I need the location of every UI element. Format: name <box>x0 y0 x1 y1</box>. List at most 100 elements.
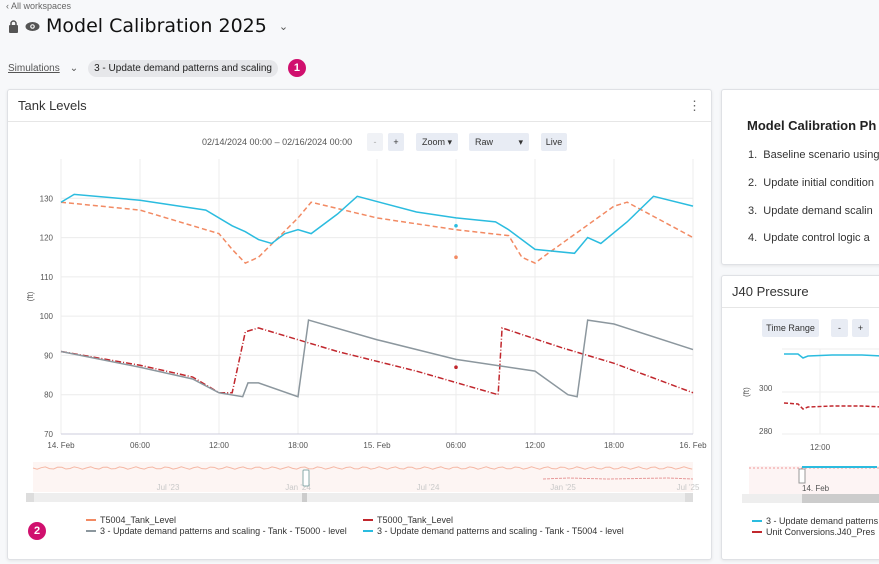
x-tick-label: 14. Feb <box>47 441 75 450</box>
notes-title: Model Calibration Ph <box>747 118 877 133</box>
series-line <box>783 402 879 410</box>
x-tick-label: 12:00 <box>810 443 831 452</box>
notes-panel: Model Calibration Ph 1. Baseline scenari… <box>721 89 879 265</box>
legend-swatch <box>752 531 762 533</box>
notes-item: 1. Baseline scenario using <box>748 149 879 161</box>
zoom-in-button[interactable]: + <box>388 133 404 151</box>
navigator-handle[interactable] <box>798 468 806 484</box>
y-tick-label: 70 <box>44 430 53 439</box>
time-range-button[interactable]: Time Range <box>762 319 819 337</box>
eye-icon[interactable] <box>25 21 40 32</box>
zoom-out-button[interactable]: - <box>831 319 848 337</box>
series-line <box>784 353 879 359</box>
panel-title: J40 Pressure <box>732 284 809 299</box>
simulation-chip[interactable]: 3 - Update demand patterns and scaling <box>88 59 278 77</box>
page-title: Model Calibration 2025 <box>46 15 267 37</box>
navigator[interactable] <box>749 466 879 494</box>
scrollbar <box>26 493 693 502</box>
legend-item[interactable]: Unit Conversions.J40_Pres <box>752 527 875 537</box>
navigator-label: Jul '25 <box>677 483 700 492</box>
y-tick-label: 110 <box>40 273 53 282</box>
legend-label: 3 - Update demand patterns and scaling -… <box>377 526 624 536</box>
scrollbar-right-button <box>685 493 693 502</box>
x-tick-label: 18:00 <box>604 441 625 450</box>
legend-swatch <box>363 530 373 532</box>
series-line <box>60 326 694 396</box>
legend-item[interactable]: T5000_Tank_Level <box>363 515 453 525</box>
legend-label: Unit Conversions.J40_Pres <box>766 527 876 537</box>
x-tick-label: 18:00 <box>288 441 309 450</box>
legend-item[interactable]: 3 - Update demand patterns and scaling -… <box>363 526 624 536</box>
x-tick-label: 12:00 <box>209 441 230 450</box>
x-tick-label: 06:00 <box>446 441 467 450</box>
y-tick-label: 280 <box>759 427 773 436</box>
x-tick-label: 12:00 <box>525 441 546 450</box>
legend-label: T5000_Tank_Level <box>377 515 454 525</box>
live-button[interactable]: Live <box>541 133 567 151</box>
legend-label: 3 - Update demand patterns <box>766 516 879 526</box>
notes-item: 3. Update demand scalin <box>748 205 873 217</box>
j40-pressure-panel: J40 Pressure Time Range - + 300 280 (ft)… <box>721 275 879 560</box>
navigator-label: Jul '23 <box>157 483 180 492</box>
y-axis-label: (ft) <box>26 291 35 301</box>
y-tick-label: 130 <box>40 194 54 203</box>
legend-swatch <box>86 519 96 521</box>
more-options-icon[interactable]: ⋮ <box>688 97 701 113</box>
legend-item[interactable]: T5004_Tank_Level <box>86 515 176 525</box>
zoom-in-button[interactable]: + <box>852 319 869 337</box>
dropdown-arrow-icon: ▾ <box>518 136 523 147</box>
notes-item: 2. Update initial condition <box>748 177 874 189</box>
mode-dropdown[interactable]: Raw ▾ <box>469 133 529 151</box>
zoom-dropdown[interactable]: Zoom ▾ <box>416 133 458 151</box>
data-point <box>454 223 458 228</box>
page-header: Model Calibration 2025 ⌄ <box>8 15 288 37</box>
annotation-badge-1: 1 <box>287 59 306 77</box>
navigator-label: Jan '24 <box>285 483 311 492</box>
scrollbar-thumb[interactable] <box>802 494 879 503</box>
legend-swatch <box>363 519 373 521</box>
y-tick-label: 100 <box>40 312 54 321</box>
date-range: 02/14/2024 00:00 – 02/16/2024 00:00 <box>202 137 353 147</box>
back-link-label: All workspaces <box>11 1 72 11</box>
zoom-out-button[interactable]: - <box>367 133 383 151</box>
x-tick-label: 16. Feb <box>679 441 707 450</box>
y-tick-label: 80 <box>44 391 53 400</box>
notes-item: 4. Update control logic a <box>748 232 870 244</box>
navigator <box>33 462 693 492</box>
annotation-badge-2: 2 <box>28 522 46 540</box>
legend-item[interactable]: 3 - Update demand patterns and scaling -… <box>86 526 347 536</box>
simulations-chevron-down-icon[interactable]: ⌄ <box>69 62 79 74</box>
data-point <box>454 255 458 260</box>
series-line <box>60 319 694 398</box>
breadcrumb: Simulations ⌄ 3 - Update demand patterns… <box>8 59 306 77</box>
legend-label: 3 - Update demand patterns and scaling -… <box>100 526 347 536</box>
navigator-series <box>542 477 694 480</box>
navigator-series <box>32 466 693 470</box>
x-tick-label: 15. Feb <box>363 441 391 450</box>
mode-value: Raw <box>475 137 494 147</box>
tank-levels-chart[interactable]: 70 80 90 100 110 120 130 14. Feb 06:00 12:00 18:00… <box>8 90 712 510</box>
x-tick-label: 06:00 <box>130 441 151 450</box>
navigator-handle <box>302 469 310 487</box>
all-workspaces-link[interactable]: ‹ All workspaces <box>6 1 72 11</box>
scrollbar-thumb <box>302 493 307 502</box>
navigator-label: 14. Feb <box>802 484 830 493</box>
navigator-label: Jul '24 <box>417 483 440 492</box>
navigator-label: Jan '25 <box>550 483 576 492</box>
legend-item[interactable]: 3 - Update demand patterns <box>752 516 878 526</box>
simulations-link[interactable]: Simulations <box>8 62 60 74</box>
title-chevron-down-icon[interactable]: ⌄ <box>278 20 289 33</box>
legend-swatch <box>86 530 96 532</box>
y-tick-label: 90 <box>44 351 53 360</box>
panel-title: Tank Levels <box>18 98 87 113</box>
series-line <box>60 193 694 255</box>
legend-swatch <box>752 520 762 522</box>
y-tick-label: 120 <box>40 234 54 243</box>
tank-levels-panel: Tank Levels ⋮ 02/14/2024 00:00 – 02/16/20… <box>7 89 712 560</box>
data-point <box>454 365 458 370</box>
y-tick-label: 300 <box>759 384 773 393</box>
legend-label: T5004_Tank_Level <box>100 515 177 525</box>
y-axis-label: (ft) <box>742 387 751 397</box>
pressure-chart[interactable]: 300 280 (ft) 12:00 14. Feb <box>722 276 879 506</box>
scrollbar-left-button <box>26 493 34 502</box>
